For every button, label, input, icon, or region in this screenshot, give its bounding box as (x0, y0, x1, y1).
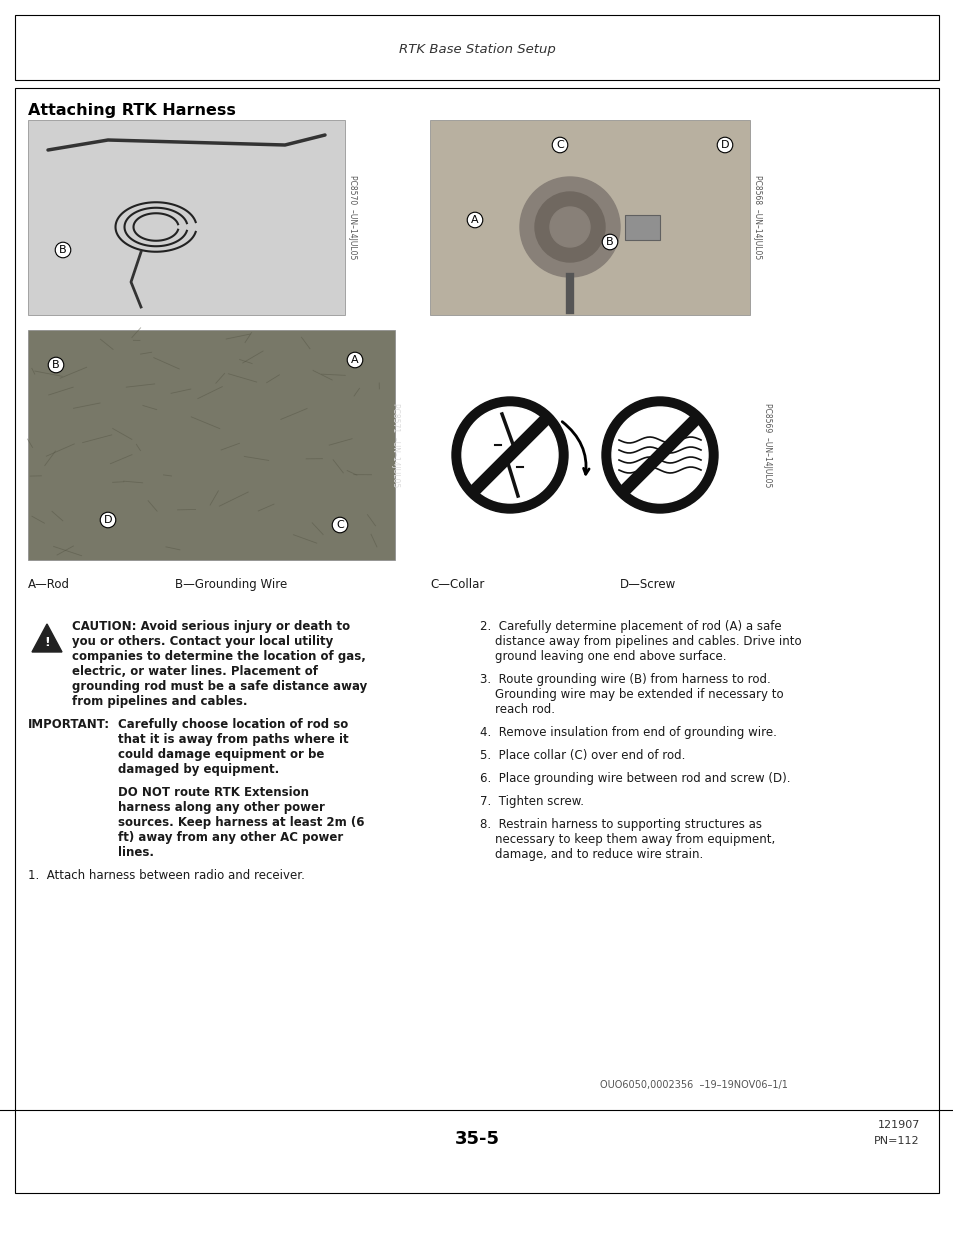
Text: necessary to keep them away from equipment,: necessary to keep them away from equipme… (479, 832, 775, 846)
Text: 2.  Carefully determine placement of rod (A) a safe: 2. Carefully determine placement of rod … (479, 620, 781, 634)
Text: Carefully choose location of rod so: Carefully choose location of rod so (118, 718, 348, 731)
Text: B—Grounding Wire: B—Grounding Wire (174, 578, 287, 592)
Text: grounding rod must be a safe distance away: grounding rod must be a safe distance aw… (71, 680, 367, 693)
Text: 121907: 121907 (877, 1120, 919, 1130)
Bar (15, 15, 938, 80)
Text: B: B (52, 359, 60, 370)
Circle shape (461, 408, 558, 503)
Text: !: ! (44, 636, 50, 648)
Text: 8.  Restrain harness to supporting structures as: 8. Restrain harness to supporting struct… (479, 818, 761, 831)
Text: electric, or water lines. Placement of: electric, or water lines. Placement of (71, 664, 317, 678)
Text: B: B (605, 237, 613, 247)
Text: damaged by equipment.: damaged by equipment. (118, 763, 279, 776)
Bar (28, 120, 345, 315)
Text: ft) away from any other AC power: ft) away from any other AC power (118, 831, 343, 844)
Text: A: A (351, 354, 358, 366)
Bar (430, 330, 760, 559)
Text: 35-5: 35-5 (454, 1130, 499, 1149)
Bar (624, 215, 659, 240)
Text: B: B (59, 245, 67, 254)
Text: IMPORTANT:: IMPORTANT: (28, 718, 110, 731)
Text: you or others. Contact your local utility: you or others. Contact your local utilit… (71, 635, 333, 648)
Text: 7.  Tighten screw.: 7. Tighten screw. (479, 795, 583, 808)
Circle shape (612, 408, 707, 503)
Text: ground leaving one end above surface.: ground leaving one end above surface. (479, 650, 726, 663)
Bar (28, 330, 395, 559)
Circle shape (452, 396, 567, 513)
Text: distance away from pipelines and cables. Drive into: distance away from pipelines and cables.… (479, 635, 801, 648)
Text: D: D (720, 140, 728, 149)
Text: CAUTION: Avoid serious injury or death to: CAUTION: Avoid serious injury or death t… (71, 620, 350, 634)
Text: companies to determine the location of gas,: companies to determine the location of g… (71, 650, 366, 663)
Text: 4.  Remove insulation from end of grounding wire.: 4. Remove insulation from end of groundi… (479, 726, 776, 739)
Text: PC8569  –UN–14JUL05: PC8569 –UN–14JUL05 (762, 403, 772, 487)
Text: Attaching RTK Harness: Attaching RTK Harness (28, 103, 235, 119)
Text: DO NOT route RTK Extension: DO NOT route RTK Extension (118, 785, 309, 799)
Text: D: D (104, 515, 112, 525)
Text: RTK Base Station Setup: RTK Base Station Setup (398, 43, 555, 56)
Circle shape (550, 207, 589, 247)
Text: that it is away from paths where it: that it is away from paths where it (118, 734, 348, 746)
Text: reach rod.: reach rod. (479, 703, 555, 716)
Text: C: C (335, 520, 343, 530)
Text: Grounding wire may be extended if necessary to: Grounding wire may be extended if necess… (479, 688, 782, 701)
Text: A: A (471, 215, 478, 225)
Text: 3.  Route grounding wire (B) from harness to rod.: 3. Route grounding wire (B) from harness… (479, 673, 770, 685)
Text: C—Collar: C—Collar (430, 578, 484, 592)
Circle shape (535, 191, 604, 262)
Text: from pipelines and cables.: from pipelines and cables. (71, 695, 247, 708)
Text: could damage equipment or be: could damage equipment or be (118, 748, 324, 761)
Text: PC8568  –UN–14JUL05: PC8568 –UN–14JUL05 (753, 175, 761, 259)
Text: lines.: lines. (118, 846, 153, 860)
Text: 1.  Attach harness between radio and receiver.: 1. Attach harness between radio and rece… (28, 869, 305, 882)
Text: OUO6050,0002356  –19–19NOV06–1/1: OUO6050,0002356 –19–19NOV06–1/1 (599, 1079, 787, 1091)
Text: D—Screw: D—Screw (619, 578, 676, 592)
Text: 5.  Place collar (C) over end of rod.: 5. Place collar (C) over end of rod. (479, 748, 684, 762)
Text: sources. Keep harness at least 2m (6: sources. Keep harness at least 2m (6 (118, 816, 364, 829)
Bar (430, 120, 749, 315)
Text: PN=112: PN=112 (874, 1136, 919, 1146)
Text: PC8570  –UN–14JUL05: PC8570 –UN–14JUL05 (348, 175, 357, 259)
Text: PC8571  –UN–14JUL05: PC8571 –UN–14JUL05 (391, 403, 400, 487)
Text: damage, and to reduce wire strain.: damage, and to reduce wire strain. (479, 848, 702, 861)
Circle shape (519, 177, 619, 277)
Text: C: C (556, 140, 563, 149)
Text: 6.  Place grounding wire between rod and screw (D).: 6. Place grounding wire between rod and … (479, 772, 790, 785)
Polygon shape (32, 624, 62, 652)
Text: harness along any other power: harness along any other power (118, 802, 325, 814)
Text: A—Rod: A—Rod (28, 578, 70, 592)
Bar (15, 88, 938, 1193)
Circle shape (601, 396, 718, 513)
